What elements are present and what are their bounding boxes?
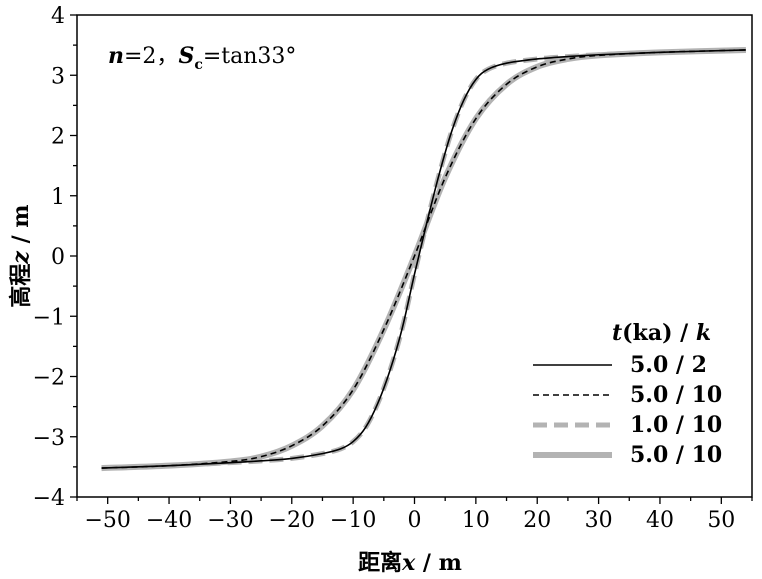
series-layer [101, 46, 746, 472]
y-tick-label: −2 [33, 366, 65, 391]
y-axis-label: 高程z / m [8, 204, 34, 307]
legend-label-4: 5.0 / 10 [630, 442, 722, 468]
series-line-1 [101, 49, 746, 469]
y-tick-label: 4 [51, 4, 65, 29]
annotation: n=2，Sc=tan33° [108, 43, 296, 73]
y-tick-label: 2 [51, 125, 65, 150]
legend-label-3: 1.0 / 10 [630, 412, 722, 438]
x-tick-label: −40 [146, 508, 192, 533]
x-tick-label: 20 [523, 508, 551, 533]
x-tick-label: −20 [269, 508, 315, 533]
series-line-2 [101, 49, 746, 469]
x-tick-label: −50 [84, 508, 130, 533]
legend-label-2: 5.0 / 10 [630, 382, 722, 408]
y-tick-label: −4 [33, 486, 65, 511]
x-tick-label: 40 [646, 508, 674, 533]
x-tick-label: 0 [408, 508, 422, 533]
y-tick-label: −1 [33, 305, 65, 330]
y-tick-label: 1 [51, 185, 65, 210]
x-tick-label: 30 [585, 508, 613, 533]
x-tick-label: −30 [207, 508, 253, 533]
legend-label-1: 5.0 / 2 [630, 352, 707, 378]
y-tick-label: −3 [33, 426, 65, 451]
legend: t(ka) / k 5.0 / 2 5.0 / 10 1.0 / 10 5.0 / 1… [533, 320, 722, 468]
y-tick-label: 3 [51, 64, 65, 89]
x-tick-label: 10 [462, 508, 490, 533]
x-axis-label: 距离x / m [358, 550, 462, 576]
y-tick-label: 0 [51, 245, 65, 270]
legend-title: t(ka) / k [612, 320, 711, 346]
x-tick-label: −10 [330, 508, 376, 533]
x-tick-label: 50 [707, 508, 735, 533]
